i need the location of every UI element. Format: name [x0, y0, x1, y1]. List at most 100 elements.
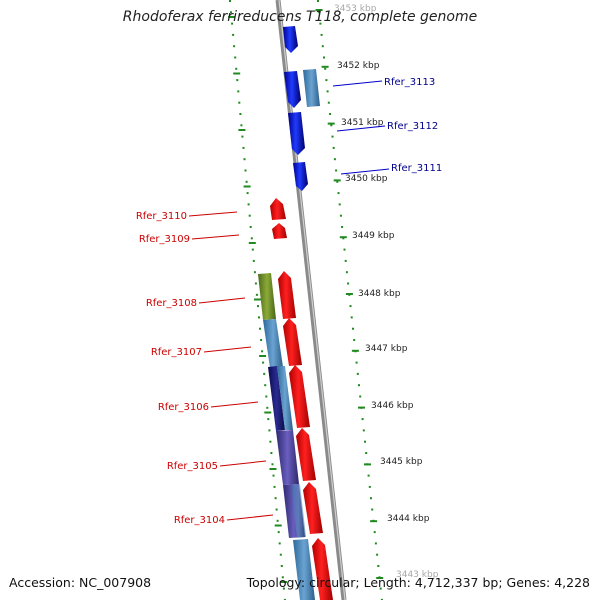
tick-dot: [259, 327, 261, 330]
gene-label-rfer-3112[interactable]: Rfer_3112: [387, 121, 438, 132]
reverse-gene-arrow[interactable]: [289, 365, 310, 428]
scale-label-3444: 3444 kbp: [387, 514, 430, 524]
tick-dot: [257, 305, 259, 308]
gene-label-rfer-3111[interactable]: Rfer_3111: [391, 163, 442, 174]
tick-dot: [361, 418, 364, 421]
scale-label-3447: 3447 kbp: [365, 344, 408, 354]
tick-dot: [231, 22, 234, 25]
cog-block-navy: [268, 366, 285, 431]
tick-dot: [330, 124, 333, 127]
tick-dot: [365, 452, 368, 454]
reverse-gene-arrow[interactable]: [303, 482, 323, 534]
cog-block-slate: [276, 430, 299, 485]
major-tick: [274, 524, 282, 527]
tick-dot: [258, 316, 260, 319]
tick-dot: [254, 282, 257, 285]
tick-dot: [362, 429, 365, 432]
tick-dot: [267, 418, 270, 421]
tick-dot: [247, 203, 250, 206]
cog-block-steel: [291, 484, 306, 538]
gene-label-rfer-3107[interactable]: Rfer_3107: [151, 347, 202, 358]
scale-label-3453: 3453 kbp: [334, 4, 377, 14]
gene-label-rfer-3110[interactable]: Rfer_3110: [136, 211, 187, 222]
tick-dot: [236, 79, 239, 82]
tick-dot: [364, 440, 366, 443]
major-tick: [345, 293, 353, 295]
tick-dot: [331, 135, 334, 138]
major-tick: [358, 406, 365, 409]
tick-dot: [374, 542, 377, 545]
major-tick: [351, 349, 359, 352]
tick-dot: [353, 339, 356, 341]
tick-dot: [379, 587, 382, 590]
gene-label-rfer-3104[interactable]: Rfer_3104: [174, 515, 225, 526]
tick-dot: [371, 508, 374, 511]
tick-dot: [238, 101, 241, 104]
major-tick: [238, 129, 246, 131]
tick-dot: [251, 248, 254, 251]
tick-dot: [244, 169, 247, 172]
reverse-gene-labels: Rfer_3110 Rfer_3109 Rfer_3108 Rfer_3107 …: [136, 211, 274, 526]
tick-dot: [246, 192, 249, 195]
reverse-gene-arrow[interactable]: [283, 318, 302, 366]
tick-dot: [350, 316, 353, 319]
scale-label-3450: 3450 kbp: [345, 174, 388, 184]
tick-dot: [272, 474, 275, 477]
gene-label-rfer-3109[interactable]: Rfer_3109: [139, 234, 190, 245]
cog-block-steel: [293, 539, 315, 600]
outer-tick-ring: [315, 0, 384, 600]
major-tick: [364, 463, 371, 466]
tick-dot: [370, 497, 372, 500]
cog-block-steel: [303, 69, 320, 107]
gene-label-rfer-3108[interactable]: Rfer_3108: [146, 298, 197, 309]
tick-dot: [377, 565, 380, 567]
major-tick: [228, 16, 236, 18]
tick-dot: [349, 305, 352, 308]
reverse-gene-arrow[interactable]: [270, 198, 286, 220]
reverse-gene-arrow[interactable]: [272, 223, 287, 239]
forward-gene-arrow[interactable]: [283, 26, 298, 53]
tick-dot: [343, 248, 346, 251]
tick-dot: [359, 395, 362, 398]
tick-dot: [320, 33, 323, 36]
reverse-gene-arrow[interactable]: [296, 428, 316, 481]
scale-labels: 3453 kbp 3452 kbp 3451 kbp 3450 kbp 3449…: [334, 4, 439, 580]
tick-dot: [319, 22, 322, 25]
tick-dot: [233, 45, 236, 48]
inner-tick-ring: [228, 0, 287, 600]
tick-dot: [279, 553, 282, 556]
forward-gene-arrow[interactable]: [288, 112, 305, 155]
forward-gene-blocks: [283, 26, 320, 191]
forward-gene-arrow[interactable]: [284, 71, 301, 108]
tick-dot: [240, 124, 243, 127]
tick-dot: [248, 214, 251, 217]
tick-dot: [376, 553, 379, 556]
tick-dot: [283, 598, 286, 600]
tick-dot: [342, 237, 345, 240]
tick-dot: [367, 474, 370, 477]
tick-dot: [373, 531, 376, 534]
tick-dot: [273, 485, 276, 488]
tick-dot: [324, 67, 327, 70]
tick-dot: [326, 90, 329, 93]
tick-dot: [341, 226, 344, 228]
tick-dot: [255, 293, 258, 296]
tick-dot: [278, 542, 281, 545]
major-tick: [327, 122, 335, 125]
tick-dot: [276, 519, 279, 522]
tick-dot: [245, 180, 248, 183]
accession-text: Accession: NC_007908: [9, 575, 152, 590]
gene-label-rfer-3105[interactable]: Rfer_3105: [167, 461, 218, 472]
tick-dot: [261, 350, 264, 353]
gene-label-rfer-3106[interactable]: Rfer_3106: [158, 402, 209, 413]
tick-dot: [327, 101, 330, 104]
reverse-gene-blocks: [258, 198, 333, 600]
tick-dot: [336, 180, 339, 183]
major-tick: [339, 236, 347, 239]
reverse-gene-arrow[interactable]: [278, 271, 296, 319]
reverse-gene-arrow[interactable]: [312, 538, 333, 600]
tick-dot: [281, 576, 284, 579]
forward-gene-arrow[interactable]: [293, 162, 308, 191]
gene-label-rfer-3113[interactable]: Rfer_3113: [384, 77, 435, 88]
tick-dot: [321, 45, 324, 48]
